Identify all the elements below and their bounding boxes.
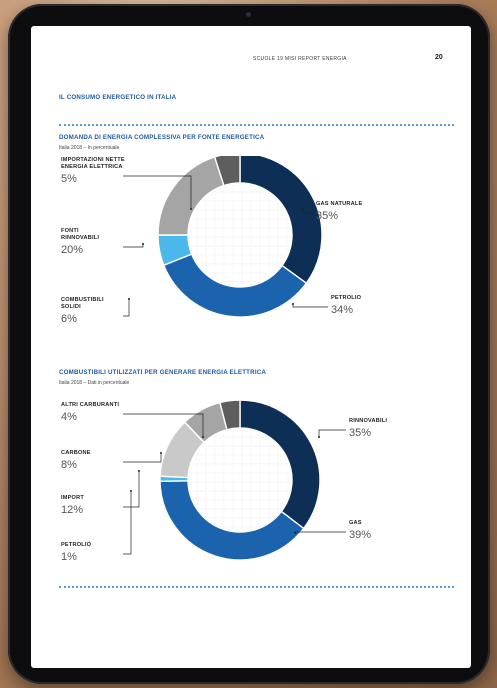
leader-dot-3 (130, 490, 132, 492)
slice-value-label: 39% (349, 529, 371, 541)
slice-category-label: IMPORT (61, 495, 84, 501)
slice-value-label: 35% (349, 427, 371, 439)
leader-line-1 (302, 208, 313, 214)
leader-dot-4 (142, 243, 144, 245)
leader-dot-5 (190, 208, 192, 210)
leader-dot-5 (160, 452, 162, 454)
leader-dot-2 (294, 532, 296, 534)
chart1-donut: GAS NATURALE 35% PETROLIO 34% COMBUSTIBILISO… (61, 156, 362, 325)
slice-category-label: SOLIDI (61, 304, 81, 310)
donut-slice-5 (213, 156, 241, 187)
slice-category-label: PETROLIO (331, 295, 362, 301)
slice-category-label: GAS (349, 520, 362, 526)
tablet-device: SCUOLE 19 MISI REPORT ENERGIA 20 IL CONS… (8, 4, 490, 684)
slice-value-label: 12% (61, 504, 83, 516)
slice-category-label: GAS NATURALE (316, 201, 362, 207)
report-page[interactable]: SCUOLE 19 MISI REPORT ENERGIA 20 IL CONS… (31, 26, 471, 668)
leader-dot-1 (302, 207, 304, 209)
slice-category-label: CARBONE (61, 450, 91, 456)
slice-value-label: 5% (61, 173, 77, 185)
slice-category-label: IMPORTAZIONI NETTE (61, 157, 125, 163)
slice-value-label: 34% (331, 304, 353, 316)
leader-line-1 (318, 429, 346, 437)
leader-line-4 (123, 244, 144, 248)
slice-category-label: FONTI (61, 228, 79, 234)
slice-value-label: 1% (61, 551, 77, 563)
slice-value-label: 8% (61, 459, 77, 471)
slice-value-label: 35% (316, 210, 338, 222)
slice-category-label: ALTRI CARBURANTI (61, 402, 119, 408)
page-number: 20 (435, 54, 443, 61)
leader-dot-6 (202, 436, 204, 438)
donut-slice-2 (159, 480, 305, 561)
front-camera (246, 12, 251, 17)
chart2-donut: RINNOVABILI 35% GAS 39% PETROLIO 1% IMPORT 12% C… (61, 399, 387, 563)
donut-slice-1 (239, 399, 321, 530)
leader-dot-4 (138, 470, 140, 472)
donut-slice-2 (162, 253, 308, 318)
chart2-subtitle: Italia 2018 – Dati in percentuale (59, 380, 130, 386)
leader-line-6 (123, 413, 204, 437)
leader-line-2 (294, 531, 346, 533)
leader-dot-3 (128, 298, 130, 300)
leader-line-4 (123, 471, 140, 508)
leader-line-3 (123, 299, 130, 317)
chart1-title: DOMANDA DI ENERGIA COMPLESSIVA PER FONTE… (59, 134, 265, 141)
leader-dot-2 (292, 303, 294, 305)
chart2-title: COMBUSTIBILI UTILIZZATI PER GENERARE ENE… (59, 369, 267, 376)
leader-dot-1 (318, 436, 320, 438)
leader-line-3 (123, 491, 132, 555)
slice-category-label: RINNOVABILI (349, 418, 387, 424)
leader-line-2 (292, 304, 328, 308)
slice-category-label: COMBUSTIBILI (61, 297, 104, 303)
chart1-subtitle: Italia 2018 – In percentuale (59, 145, 120, 151)
slice-value-label: 4% (61, 411, 77, 423)
leader-line-5 (123, 453, 162, 463)
slice-value-label: 20% (61, 244, 83, 256)
slice-category-label: ENERGIA ELETTRICA (61, 164, 123, 170)
slice-value-label: 6% (61, 313, 77, 325)
section-divider (59, 124, 454, 126)
slice-category-label: RINNOVABILI (61, 235, 99, 241)
donut-slice-6 (219, 399, 241, 431)
section-title: IL CONSUMO ENERGETICO IN ITALIA (59, 94, 177, 101)
footer-divider (59, 586, 454, 588)
slice-category-label: PETROLIO (61, 542, 92, 548)
leader-line-5 (123, 175, 192, 209)
running-header: SCUOLE 19 MISI REPORT ENERGIA (253, 56, 347, 62)
